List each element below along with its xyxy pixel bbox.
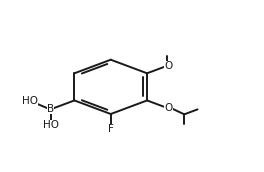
Text: B: B — [47, 104, 54, 114]
Text: O: O — [164, 103, 173, 113]
Text: Methoxy: Methoxy — [172, 54, 178, 55]
Text: O: O — [164, 61, 173, 71]
Text: HO: HO — [43, 120, 59, 130]
Text: F: F — [108, 124, 114, 134]
Text: HO: HO — [22, 96, 38, 106]
